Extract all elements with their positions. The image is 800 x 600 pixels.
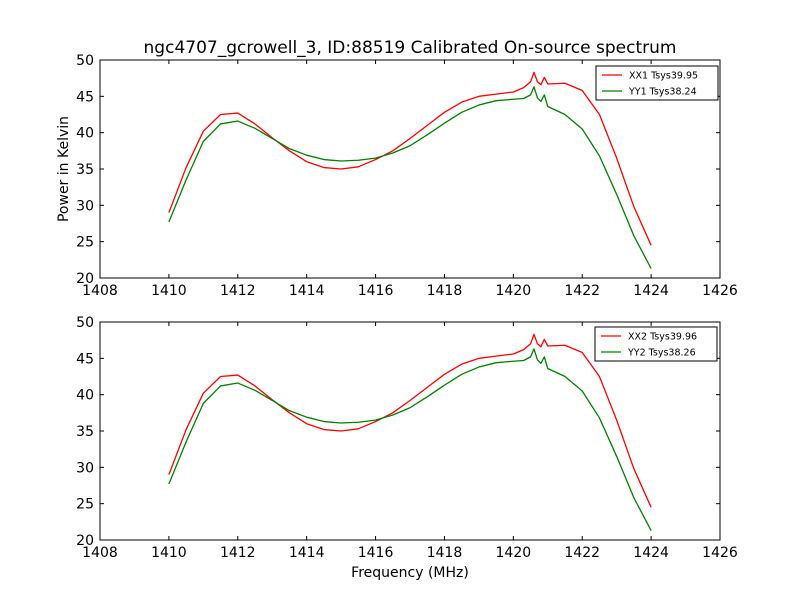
- legend-box: [595, 65, 719, 101]
- y-tick-label: 25: [76, 497, 94, 513]
- plots-container: 1408 1410 1412 1414 1416 1418 1420 1422 1424 1426…: [56, 53, 738, 581]
- figure-title: ngc4707_gcrowell_3, ID:88519 Calibrated …: [144, 38, 677, 58]
- y-axis-label: Power in Kelvin: [56, 116, 72, 222]
- x-tick-label: 1418: [427, 545, 463, 561]
- x-axis-label: Frequency (MHz): [351, 565, 469, 581]
- y-tick-label: 20: [76, 271, 94, 287]
- x-tick-label: 1422: [564, 283, 600, 299]
- x-tick-label: 1424: [633, 283, 669, 299]
- x-tick-label: 1424: [633, 545, 669, 561]
- y-tick-label: 30: [76, 198, 94, 214]
- series-line-yy1: [168, 86, 652, 269]
- x-tick-label: 1422: [564, 545, 600, 561]
- legend: XX2 Tsys39.96 YY2 Tsys38.26: [594, 326, 718, 362]
- legend-entry-label: XX2 Tsys39.96: [628, 332, 697, 343]
- x-tick-label: 1414: [289, 545, 325, 561]
- x-tick-label: 1412: [220, 545, 256, 561]
- x-tick-label: 1420: [496, 283, 532, 299]
- y-tick-label: 35: [76, 424, 94, 440]
- legend-entry-label: XX1 Tsys39.95: [629, 71, 698, 82]
- y-tick-label: 35: [76, 162, 94, 178]
- y-tick-label: 40: [76, 126, 94, 142]
- series-line-xx1: [168, 71, 652, 246]
- legend-box: [594, 326, 718, 362]
- y-tick-label: 50: [76, 315, 94, 331]
- x-tick-label: 1420: [496, 545, 532, 561]
- x-tick-label: 1414: [289, 283, 325, 299]
- x-tick-label: 1410: [151, 283, 187, 299]
- legend-entry-label: YY1 Tsys38.24: [628, 87, 697, 98]
- y-tick-label: 45: [76, 89, 94, 105]
- y-tick-label: 45: [76, 351, 94, 367]
- y-tick-label: 30: [76, 460, 94, 476]
- y-tick-label: 50: [76, 53, 94, 69]
- x-tick-label: 1416: [358, 545, 394, 561]
- x-tick-label: 1416: [358, 283, 394, 299]
- y-tick-label: 40: [76, 388, 94, 404]
- subplot-2: 1408 1410 1412 1414 1416 1418 1420 1422 1424 1426…: [76, 315, 738, 581]
- x-tick-label: 1410: [151, 545, 187, 561]
- x-tick-label: 1418: [427, 283, 463, 299]
- y-tick-label: 25: [76, 235, 94, 251]
- series-line-xx2: [168, 333, 652, 508]
- y-tick-label: 20: [76, 533, 94, 549]
- x-tick-label: 1408: [82, 283, 118, 299]
- x-tick-label: 1426: [702, 545, 738, 561]
- series-line-yy2: [168, 348, 652, 531]
- x-tick-label: 1426: [702, 283, 738, 299]
- legend-entry-label: YY2 Tsys38.26: [627, 348, 696, 359]
- x-tick-label: 1412: [220, 283, 256, 299]
- x-tick-label: 1408: [82, 545, 118, 561]
- subplot-1: 1408 1410 1412 1414 1416 1418 1420 1422 1424 1426…: [56, 53, 738, 299]
- legend: XX1 Tsys39.95 YY1 Tsys38.24: [595, 65, 719, 101]
